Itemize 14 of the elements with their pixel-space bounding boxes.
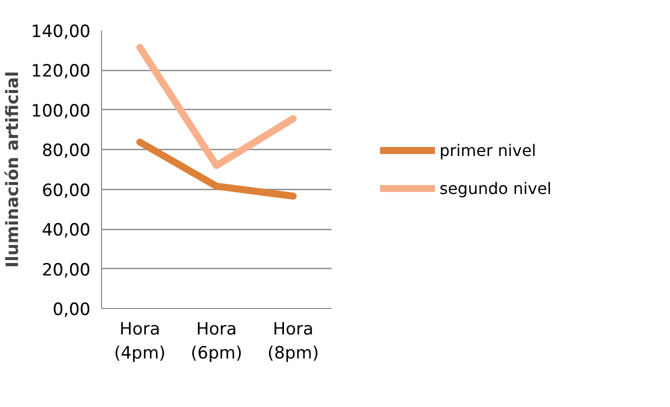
y-tick-label: 40,00 [42, 220, 91, 241]
x-tick-label: Hora (4pm) [114, 320, 166, 364]
y-tick-label: 80,00 [42, 141, 91, 162]
legend-label: segundo nivel [440, 178, 552, 198]
x-tick-label: Hora (8pm) [267, 320, 319, 364]
x-tick-label: Hora (6pm) [190, 320, 242, 364]
y-tick-label: 100,00 [31, 101, 90, 122]
y-axis-title: Iluminación artificial [3, 71, 24, 268]
y-tick-label: 0,00 [52, 300, 91, 320]
y-tick-label: 60,00 [42, 180, 91, 201]
y-tick-label: 140,00 [31, 22, 90, 42]
y-tick-label: 20,00 [42, 260, 91, 280]
y-tick-label: 120,00 [31, 62, 90, 82]
legend-label: primer nivel [440, 140, 536, 160]
